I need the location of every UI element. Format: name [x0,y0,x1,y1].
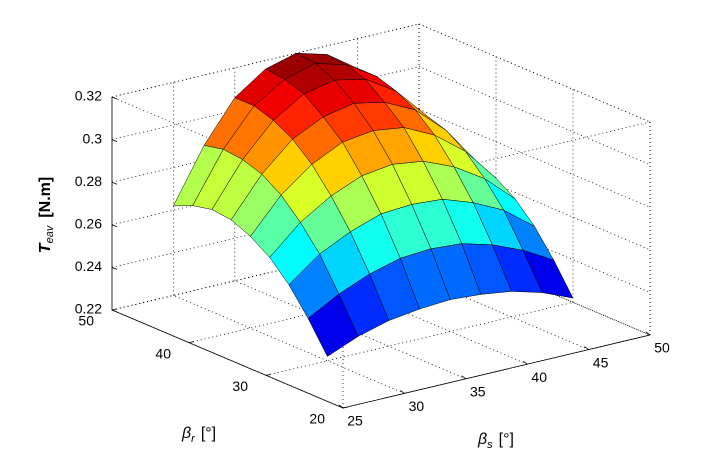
grid-line [111,23,420,98]
axis-line [111,309,344,409]
tick-mark [111,267,118,270]
y-subscript: r [191,433,196,445]
x-axis-label: βs [°] [477,431,514,451]
grid-line [188,269,497,344]
z-tick-label: 0.28 [75,173,102,189]
x-tick-label: 45 [593,354,609,370]
grid-line [265,301,574,376]
labels: 253035404550203040500.220.240.260.280.30… [75,88,670,429]
x-tick-label: 40 [531,369,547,385]
y-axis-label: βr [°] [181,425,216,445]
z-tick-label: 0.24 [75,258,102,274]
grid-line [111,194,420,268]
z-tick-label: 0.3 [83,130,103,146]
x-tick-label: 50 [654,340,670,356]
grid-line [111,66,420,140]
tick-mark [584,346,589,350]
z-tick-label: 0.22 [75,301,102,317]
y-tick-label: 50 [78,313,94,329]
z-unit: [N.m] [37,177,54,218]
tick-mark [111,139,118,142]
y-tick-label: 20 [309,411,325,427]
x-tick-label: 25 [347,413,363,429]
y-tick-label: 30 [232,378,248,394]
z-tick-label: 0.32 [75,88,102,104]
surface-patch [307,293,359,357]
tick-mark [461,375,467,380]
tick-mark [522,360,528,365]
grid-line [111,151,420,226]
grid-line [111,108,420,183]
grid-line [111,236,420,311]
x-tick-label: 35 [470,384,486,400]
z-axis-label: Teav [N.m] [37,177,56,253]
tick-mark [400,390,405,394]
tick-mark [188,341,195,344]
grid [111,23,651,409]
z-symbol: T [37,242,54,253]
z-subscript: eav [44,224,56,243]
tick-mark [265,373,272,376]
x-subscript: s [487,439,493,451]
z-tick-label: 0.26 [75,216,102,232]
tick-mark [111,96,118,100]
x-unit: [°] [499,431,514,448]
tick-mark [111,224,118,228]
x-symbol: β [477,431,487,448]
tick-mark [645,331,651,336]
surface [172,52,574,357]
y-unit: [°] [201,425,216,442]
box-edge [342,121,651,196]
tick-mark [111,181,118,185]
y-symbol: β [181,425,191,442]
y-tick-label: 40 [155,345,171,361]
grid-line [418,23,651,123]
x-tick-label: 30 [409,398,425,414]
axis-line [342,334,651,409]
